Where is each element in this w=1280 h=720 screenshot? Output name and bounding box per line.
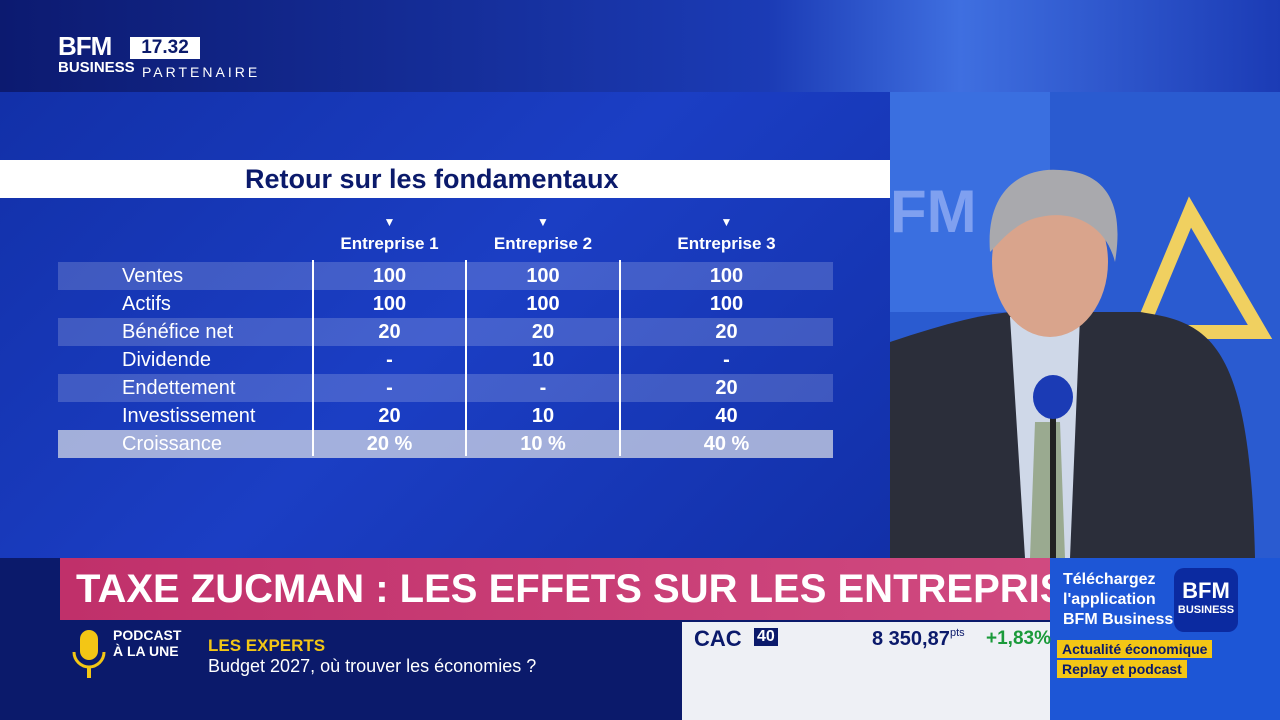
table-value: 10: [531, 349, 555, 371]
podcast-bar: [0, 620, 680, 720]
app-logo-bottom: BUSINESS: [1177, 604, 1235, 616]
table-value: 100: [709, 293, 744, 315]
column-header: Entreprise 2: [493, 234, 593, 253]
podcast-label: PODCAST À LA UNE: [113, 627, 181, 659]
table-value: 100: [709, 265, 744, 287]
row-label: Investissement: [122, 405, 256, 427]
row-label: Dividende: [122, 349, 211, 371]
column-marker: ▼: [720, 215, 733, 229]
table-title: Retour sur les fondamentaux: [245, 164, 619, 194]
table-value: 100: [526, 265, 560, 287]
mic-icon: [72, 630, 106, 678]
podcast-episode: Budget 2027, où trouver les économies ?: [208, 656, 537, 676]
app-logo-top: BFM: [1182, 578, 1230, 603]
promo: [1050, 558, 1280, 720]
table-value: -: [386, 349, 393, 371]
market-unit: pts: [950, 627, 965, 639]
table-value: -: [539, 377, 547, 399]
table-value: 20: [378, 405, 401, 427]
table-value: 20: [715, 321, 738, 343]
clock: 17.32: [130, 37, 200, 59]
row-label: Endettement: [122, 377, 236, 399]
title-bar: [0, 160, 890, 198]
podcast-label-line: PODCAST: [113, 627, 182, 643]
table-value: 20 %: [366, 433, 413, 455]
row-band: [58, 430, 833, 458]
column-header: Entreprise 3: [677, 234, 776, 253]
column-divider: [465, 260, 467, 456]
table-value: 40: [715, 405, 738, 427]
promo-line: Téléchargez: [1063, 571, 1156, 588]
market-box: [682, 622, 1050, 720]
app-logo: BFM BUSINESS: [1174, 568, 1238, 632]
column-divider: [619, 260, 621, 456]
logo-bottom: BUSINESS: [58, 59, 135, 76]
table-value: 20: [378, 321, 401, 343]
row-label: Actifs: [122, 293, 171, 315]
top-bar: [0, 0, 1280, 92]
column-divider: [312, 260, 314, 456]
podcast-label-line: À LA UNE: [113, 643, 179, 659]
table-value: 100: [526, 293, 560, 315]
row-band: [58, 262, 833, 290]
market-index: CAC: [694, 626, 742, 651]
table-value: 10 %: [520, 433, 566, 455]
logo-top: BFM: [58, 31, 112, 61]
promo-tag: Replay et podcast: [1057, 660, 1187, 678]
column-header: Entreprise 1: [340, 234, 439, 253]
promo-tag: Actualité économique: [1057, 640, 1213, 658]
table-value: 10: [531, 405, 555, 427]
table-value: 100: [372, 293, 407, 315]
market-change: +1,83%: [986, 628, 1051, 649]
row-label: Bénéfice net: [122, 321, 234, 343]
table-value: 40 %: [703, 433, 750, 455]
column-marker: ▼: [537, 215, 549, 229]
market-value: 8 350,87: [872, 628, 950, 650]
market-index-num: 40: [754, 628, 778, 646]
row-label: Croissance: [122, 433, 223, 455]
table-value: 20: [531, 321, 555, 343]
promo-line: l'application: [1063, 591, 1156, 608]
table-value: -: [386, 377, 393, 399]
row-band: [58, 374, 833, 402]
promo-line: BFM Business: [1063, 611, 1174, 628]
table-value: -: [723, 349, 730, 371]
promo-text: Téléchargez l'application BFM Business: [1063, 570, 1173, 630]
partner: PARTENAIRE: [142, 64, 261, 80]
row-label: Ventes: [122, 265, 184, 287]
table-value: 20: [715, 377, 738, 399]
svg-text:FM: FM: [890, 178, 977, 245]
headline: TAXE ZUCMAN : LES EFFETS SUR LES ENTREPR…: [60, 558, 1120, 620]
row-band: [58, 318, 833, 346]
podcast-show: LES EXPERTS: [208, 636, 326, 655]
logo: BFM: [58, 33, 112, 59]
studio: FM: [890, 92, 1280, 558]
table-value: 100: [372, 265, 407, 287]
column-marker: ▼: [383, 215, 396, 229]
